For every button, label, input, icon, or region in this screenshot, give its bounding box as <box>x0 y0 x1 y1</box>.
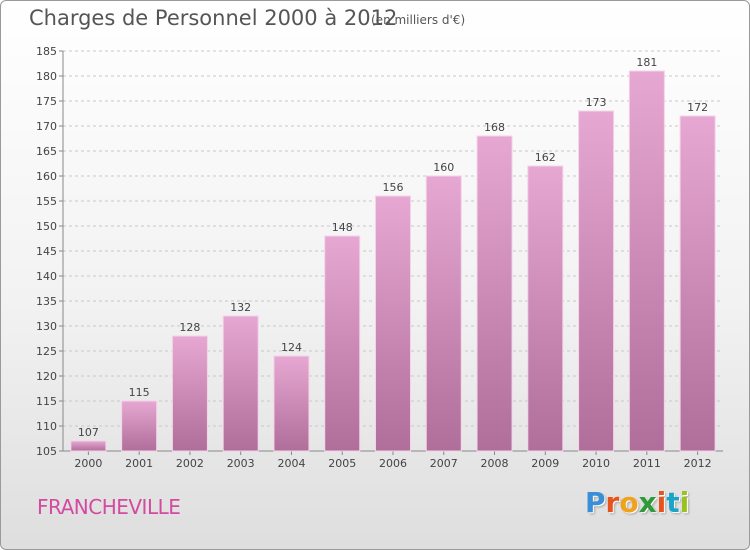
bar <box>476 135 513 452</box>
y-tick-label: 170 <box>36 120 57 133</box>
logo-letter: o <box>619 486 639 519</box>
y-tick-label: 105 <box>36 445 57 458</box>
y-tick-label: 180 <box>36 70 57 83</box>
bar-value-label: 128 <box>179 321 200 334</box>
x-tick-label: 2011 <box>633 457 661 470</box>
x-tick-label: 2008 <box>481 457 509 470</box>
bar <box>324 235 361 452</box>
x-tick-label: 2002 <box>176 457 204 470</box>
data-labels: 107 115 128 132 124 148 156 160 168 162 173 181 172 <box>78 56 708 439</box>
bar <box>121 400 158 452</box>
bar <box>679 115 716 452</box>
bar <box>222 315 259 452</box>
x-tick-label: 2001 <box>125 457 153 470</box>
x-tick-label: 2009 <box>531 457 559 470</box>
logo-letter: i <box>656 486 667 519</box>
bar-value-label: 132 <box>230 301 251 314</box>
x-tick-label: 2005 <box>328 457 356 470</box>
y-tick-label: 160 <box>36 170 57 183</box>
bar-value-label: 168 <box>484 121 505 134</box>
bar-value-label: 172 <box>687 101 708 114</box>
y-tick-label: 185 <box>36 45 57 58</box>
logo-letter: r <box>605 486 620 519</box>
y-tick-label: 145 <box>36 245 57 258</box>
y-tick-label: 175 <box>36 95 57 108</box>
y-tick-label: 135 <box>36 295 57 308</box>
logo-letter: t <box>666 486 680 519</box>
bar <box>628 70 665 452</box>
bar <box>70 440 107 452</box>
x-tick-label: 2000 <box>74 457 102 470</box>
y-tick-label: 130 <box>36 320 57 333</box>
x-tick-label: 2006 <box>379 457 407 470</box>
bar <box>527 165 564 452</box>
x-tick-label: 2010 <box>582 457 610 470</box>
bar <box>171 335 208 452</box>
x-tick-label: 2003 <box>227 457 255 470</box>
bar-value-label: 107 <box>78 426 99 439</box>
y-tick-label: 110 <box>36 420 57 433</box>
bar <box>273 355 310 452</box>
y-tick-label: 165 <box>36 145 57 158</box>
bars <box>70 70 716 452</box>
x-tick-label: 2004 <box>277 457 305 470</box>
bar-value-label: 160 <box>433 161 454 174</box>
bar-value-label: 148 <box>332 221 353 234</box>
proxiti-logo: Proxiti <box>585 486 689 519</box>
x-tick-label: 2012 <box>684 457 712 470</box>
bar <box>578 110 615 452</box>
logo-letter: x <box>638 486 657 519</box>
bar-value-label: 181 <box>636 56 657 69</box>
logo-letter: i <box>679 486 690 519</box>
bar <box>425 175 462 452</box>
y-tick-label: 120 <box>36 370 57 383</box>
bar-value-label: 173 <box>586 96 607 109</box>
y-tick-label: 150 <box>36 220 57 233</box>
y-tick-label: 140 <box>36 270 57 283</box>
bar-value-label: 124 <box>281 341 302 354</box>
y-tick-label: 115 <box>36 395 57 408</box>
location-label: FRANCHEVILLE <box>37 495 181 519</box>
bar-value-label: 115 <box>129 386 150 399</box>
chart-title: Charges de Personnel 2000 à 2012 <box>29 6 398 30</box>
logo-letter: P <box>585 486 606 519</box>
chart-subtitle: (en milliers d'€) <box>371 13 466 27</box>
bar <box>375 195 411 452</box>
bar-value-label: 156 <box>383 181 404 194</box>
y-tick-label: 125 <box>36 345 57 358</box>
axes: 105 110 115 120 125 130 135 140 145 150 155 160 165 1… <box>36 45 723 470</box>
y-tick-label: 155 <box>36 195 57 208</box>
bar-value-label: 162 <box>535 151 556 164</box>
x-tick-label: 2007 <box>430 457 458 470</box>
